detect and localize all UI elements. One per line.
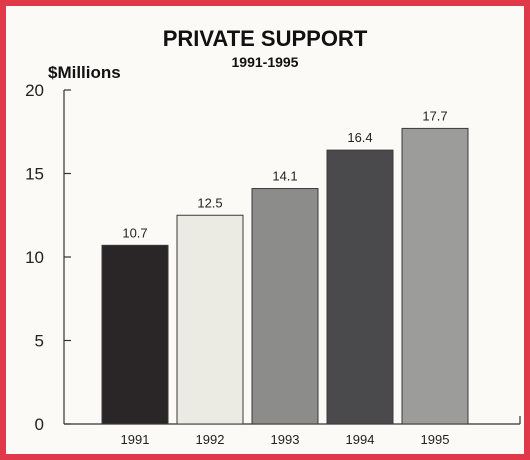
data-label-1991: 10.7 [122, 225, 147, 240]
x-tick-label-1994: 1994 [346, 432, 375, 447]
x-tick-label-1991: 1991 [121, 432, 150, 447]
y-tick-label: 0 [35, 415, 44, 434]
bar-1993 [251, 188, 319, 425]
bar-1992 [176, 214, 244, 425]
y-axis-label: $Millions [48, 63, 121, 82]
data-label-1992: 12.5 [197, 195, 222, 210]
chart-title: PRIVATE SUPPORT [162, 26, 368, 51]
x-tick-label-1995: 1995 [421, 432, 450, 447]
data-label-1993: 14.1 [272, 169, 297, 184]
data-label-1995: 17.7 [422, 108, 447, 123]
x-tick-label-1992: 1992 [196, 432, 225, 447]
y-tick-label: 15 [25, 165, 44, 184]
bar-1991 [101, 244, 169, 425]
chart-subtitle: 1991-1995 [231, 54, 299, 70]
x-tick-label-1993: 1993 [271, 432, 300, 447]
y-tick-label: 20 [25, 81, 44, 100]
y-tick-label: 10 [25, 248, 44, 267]
y-tick-label: 5 [35, 332, 44, 351]
bar-1994 [326, 149, 394, 425]
data-label-1994: 16.4 [347, 130, 372, 145]
bar-1995 [401, 127, 469, 425]
